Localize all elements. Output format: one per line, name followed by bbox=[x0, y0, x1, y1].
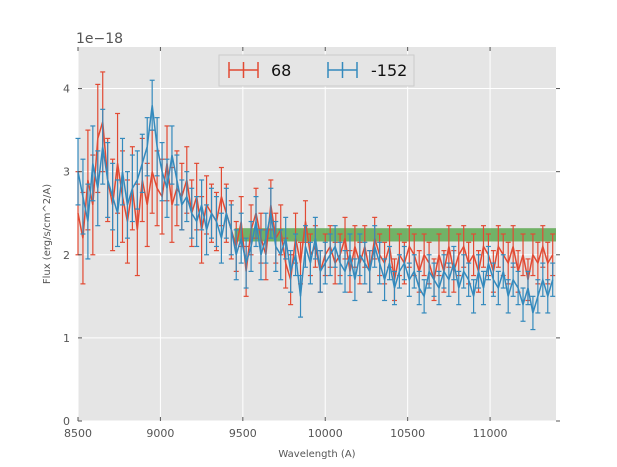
legend-label-neg152: -152 bbox=[371, 61, 407, 80]
legend-entry-neg152: -152 bbox=[327, 61, 407, 80]
x-axis-label: Wavelength (A) bbox=[278, 449, 355, 460]
x-tick-label: 10000 bbox=[308, 427, 343, 440]
y-axis-label: Flux (erg/s/cm^2/A) bbox=[42, 184, 53, 284]
y-tick-label: 1 bbox=[63, 332, 70, 345]
x-tick-label: 10500 bbox=[390, 427, 425, 440]
series-line bbox=[77, 105, 554, 314]
y-tick-label: 2 bbox=[63, 249, 70, 262]
x-tick-label: 11000 bbox=[473, 427, 508, 440]
x-tick-label: 8500 bbox=[64, 427, 92, 440]
ticks-layer: 8500 9000 9500 10000 10500 11000 0 1 2 3 4 bbox=[63, 47, 560, 440]
legend-label-68: 68 bbox=[271, 61, 291, 80]
series-neg152 bbox=[75, 79, 556, 331]
series-layer bbox=[75, 71, 556, 331]
y-scale-label: 1e−18 bbox=[76, 31, 123, 47]
x-tick-label: 9500 bbox=[229, 427, 257, 440]
x-tick-label: 9000 bbox=[146, 427, 174, 440]
y-tick-label: 3 bbox=[63, 166, 70, 179]
y-tick-label: 0 bbox=[63, 415, 70, 428]
legend-entry-68: 68 bbox=[228, 61, 291, 80]
y-tick-label: 4 bbox=[63, 83, 70, 96]
legend: 68 -152 bbox=[218, 54, 415, 87]
